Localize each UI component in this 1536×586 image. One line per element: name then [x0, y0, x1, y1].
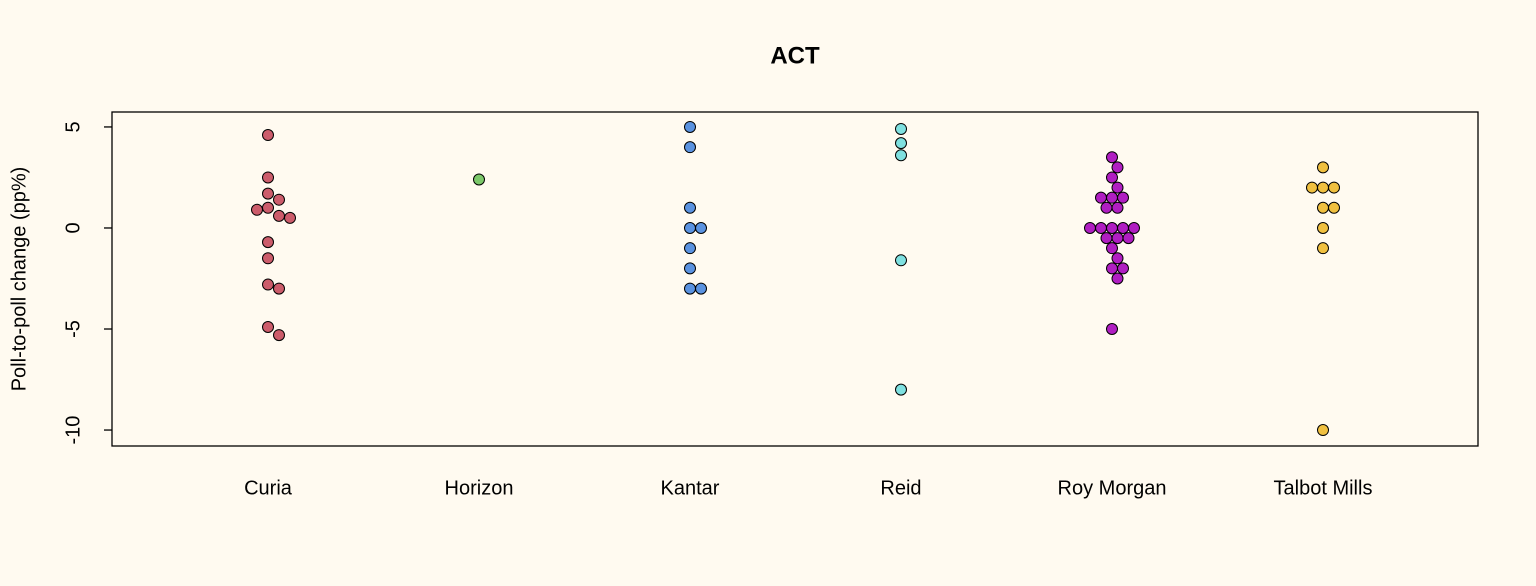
y-tick-label: 0 — [62, 222, 84, 233]
point — [684, 221, 696, 234]
point — [1100, 201, 1113, 214]
point — [1106, 171, 1118, 184]
point — [1111, 201, 1124, 214]
point — [1317, 201, 1329, 214]
point — [251, 203, 263, 216]
y-axis-label: Poll-to-poll change (pp%) — [8, 167, 30, 392]
point — [273, 282, 285, 295]
point — [684, 242, 696, 255]
point — [684, 141, 696, 154]
point — [895, 149, 907, 162]
point — [273, 329, 285, 342]
plot-frame — [111, 111, 1479, 447]
point — [684, 282, 696, 295]
point — [1117, 221, 1129, 234]
point — [895, 254, 907, 267]
point — [1084, 221, 1096, 234]
point — [284, 211, 296, 224]
y-tick-label: 5 — [62, 121, 84, 132]
x-tick-label: Curia — [244, 477, 293, 499]
x-tick-label: Reid — [880, 477, 921, 499]
point — [1111, 272, 1124, 285]
point — [1122, 232, 1135, 245]
point — [273, 193, 285, 206]
point — [1117, 191, 1129, 204]
point — [262, 252, 274, 265]
point — [262, 187, 274, 200]
point — [1106, 191, 1118, 204]
point — [684, 262, 696, 275]
point — [1128, 221, 1140, 234]
point — [262, 129, 274, 142]
point — [1106, 323, 1118, 336]
x-tick-label: Kantar — [661, 477, 720, 499]
point — [262, 171, 274, 184]
point — [1317, 221, 1329, 234]
point — [273, 209, 285, 222]
point — [695, 221, 707, 234]
point — [1317, 161, 1329, 174]
point — [1106, 151, 1118, 164]
x-tick-label: Roy Morgan — [1058, 477, 1167, 499]
point — [1095, 221, 1107, 234]
chart-title: ACT — [770, 42, 820, 69]
point — [262, 320, 274, 333]
y-tick-label: -10 — [62, 416, 84, 445]
point — [1111, 181, 1124, 194]
point — [1100, 232, 1113, 245]
point — [695, 282, 707, 295]
point — [1111, 252, 1124, 265]
point — [895, 122, 907, 135]
point — [1095, 191, 1107, 204]
point — [262, 236, 274, 249]
point — [684, 201, 696, 214]
point — [895, 383, 907, 396]
point — [1317, 242, 1329, 255]
point — [1328, 201, 1340, 214]
y-tick-label: -5 — [62, 320, 84, 338]
point — [1317, 424, 1329, 437]
x-tick-label: Horizon — [445, 477, 514, 499]
point — [1306, 181, 1318, 194]
point — [1117, 262, 1129, 275]
point — [1317, 181, 1329, 194]
point — [1106, 242, 1118, 255]
point — [895, 137, 907, 150]
point — [1328, 181, 1340, 194]
x-tick-label: Talbot Mills — [1274, 477, 1373, 499]
point — [1106, 262, 1118, 275]
point — [262, 201, 274, 214]
point — [1106, 221, 1118, 234]
point — [473, 173, 485, 186]
point — [1111, 161, 1124, 174]
point — [262, 278, 274, 291]
point — [684, 120, 696, 133]
point — [1111, 232, 1124, 245]
